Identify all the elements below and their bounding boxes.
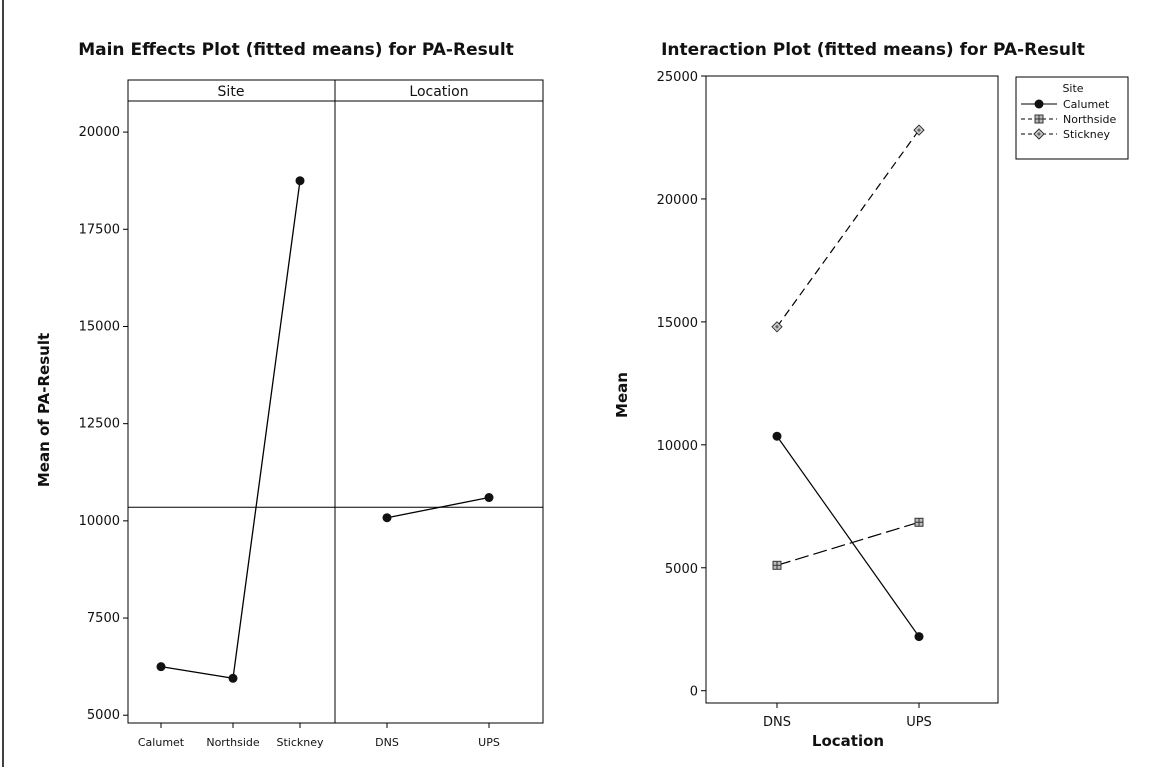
interaction-x-ticks: DNS UPS	[763, 703, 932, 730]
legend-label-northside: Northside	[1063, 113, 1117, 126]
main-effects-point-stickney	[295, 176, 305, 186]
series-line-stickney	[776, 129, 920, 328]
x-tick-label: DNS	[375, 736, 399, 749]
y-tick-label: 7500	[87, 611, 120, 626]
y-tick-label: 0	[690, 685, 698, 700]
main-effects-point-calumet	[156, 662, 166, 672]
interaction-plot-frame	[705, 75, 999, 704]
y-tick-label: 12500	[79, 417, 120, 432]
y-tick-label: 25000	[657, 70, 698, 85]
interaction-y-ticks: 0 5000 10000 15000 20000 25000	[657, 70, 706, 700]
series-point-calumet	[772, 431, 782, 441]
series-point-northside	[772, 560, 782, 570]
x-tick-label: Stickney	[276, 736, 324, 749]
legend: Site Calumet Northside Stickney	[1015, 76, 1129, 160]
x-tick-label: DNS	[763, 715, 791, 730]
y-tick-label: 5000	[665, 562, 698, 577]
legend-marker-stickney	[1033, 128, 1045, 140]
x-tick-label: Northside	[206, 736, 260, 749]
main-effects-point-northside	[228, 673, 238, 683]
series-line-northside	[776, 521, 920, 566]
legend-title: Site	[1062, 82, 1083, 95]
legend-marker-northside	[1034, 114, 1044, 124]
interaction-y-axis-label: Mean	[613, 372, 631, 418]
series-point-northside	[914, 517, 924, 527]
interaction-title: Interaction Plot (fitted means) for PA-R…	[661, 40, 1085, 60]
main-effects-x-ticks: Calumet Northside Stickney DNS UPS	[138, 723, 500, 749]
y-tick-label: 20000	[79, 125, 120, 140]
main-effects-y-axis-label: Mean of PA-Result	[35, 333, 53, 487]
main-effects-y-ticks: 5000 7500 10000 12500 15000 17500 20000	[79, 125, 128, 723]
x-tick-label: UPS	[478, 736, 500, 749]
x-tick-label: Calumet	[138, 736, 185, 749]
series-point-stickney-center	[775, 324, 779, 329]
panel-label-location: Location	[409, 84, 468, 100]
y-tick-label: 15000	[79, 319, 120, 334]
interaction-x-axis-label: Location	[812, 732, 884, 750]
y-tick-label: 20000	[657, 193, 698, 208]
main-effects-series	[128, 176, 543, 683]
legend-label-stickney: Stickney	[1063, 128, 1111, 141]
y-tick-label: 10000	[657, 439, 698, 454]
legend-label-calumet: Calumet	[1063, 98, 1110, 111]
interaction-series	[771, 124, 925, 642]
interaction-chart: Interaction Plot (fitted means) for PA-R…	[613, 40, 1129, 750]
series-point-calumet	[914, 632, 924, 642]
y-tick-label: 15000	[657, 316, 698, 331]
main-effects-chart: Main Effects Plot (fitted means) for PA-…	[35, 40, 544, 749]
main-effects-point-dns	[382, 513, 392, 523]
y-tick-label: 17500	[79, 222, 120, 237]
series-point-stickney	[913, 124, 925, 136]
main-effects-line-location	[386, 496, 490, 519]
main-effects-point-ups	[484, 493, 494, 503]
y-tick-label: 10000	[79, 514, 120, 529]
y-tick-label: 5000	[87, 708, 120, 723]
series-point-stickney	[771, 321, 783, 333]
legend-marker-calumet	[1034, 99, 1044, 109]
series-point-stickney-center	[917, 128, 921, 133]
legend-items: Calumet Northside Stickney	[1021, 98, 1117, 141]
main-effects-title: Main Effects Plot (fitted means) for PA-…	[78, 40, 514, 60]
x-tick-label: UPS	[906, 715, 932, 730]
series-line-calumet	[776, 435, 920, 637]
panel-label-site: Site	[218, 84, 245, 100]
legend-marker-stickney-center	[1037, 132, 1041, 136]
